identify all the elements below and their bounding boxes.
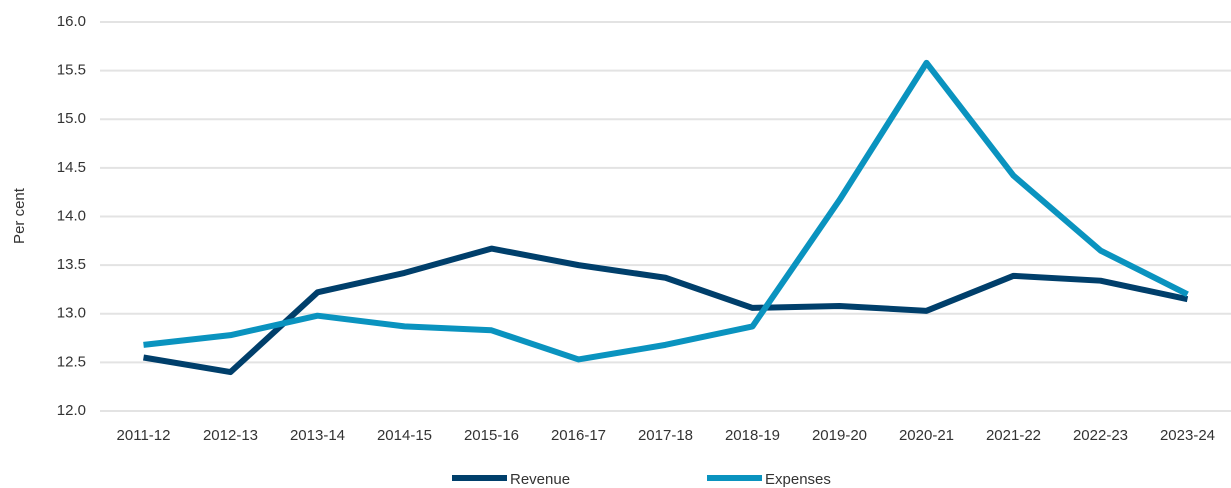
x-tick-label: 2019-20	[812, 427, 867, 444]
x-tick-label: 2022-23	[1073, 427, 1128, 444]
y-tick-label: 15.0	[57, 110, 86, 127]
x-tick-label: 2014-15	[377, 427, 432, 444]
series-line	[143, 59, 1189, 363]
y-tick-label: 12.5	[57, 353, 86, 370]
y-tick-label: 16.0	[57, 13, 86, 30]
x-tick-label: 2023-24	[1160, 427, 1215, 444]
y-tick-label: 13.5	[57, 256, 86, 273]
series-line	[143, 245, 1189, 376]
x-tick-label: 2016-17	[551, 427, 606, 444]
x-tick-label: 2018-19	[725, 427, 780, 444]
y-tick-label: 15.5	[57, 62, 86, 79]
x-tick-label: 2011-12	[117, 427, 171, 444]
x-tick-label: 2020-21	[899, 427, 954, 444]
y-tick-label: 14.5	[57, 159, 86, 176]
x-tick-label: 2012-13	[203, 427, 258, 444]
y-tick-label: 14.0	[57, 207, 86, 224]
y-tick-label: 12.0	[57, 402, 86, 419]
x-tick-label: 2013-14	[290, 427, 345, 444]
y-tick-label: 13.0	[57, 305, 86, 322]
x-tick-label: 2015-16	[464, 427, 519, 444]
y-axis-label: Per cent	[11, 187, 28, 244]
legend-label: Expenses	[765, 471, 831, 488]
x-tick-label: 2017-18	[638, 427, 693, 444]
x-tick-label: 2021-22	[986, 427, 1041, 444]
legend-label: Revenue	[510, 471, 570, 488]
